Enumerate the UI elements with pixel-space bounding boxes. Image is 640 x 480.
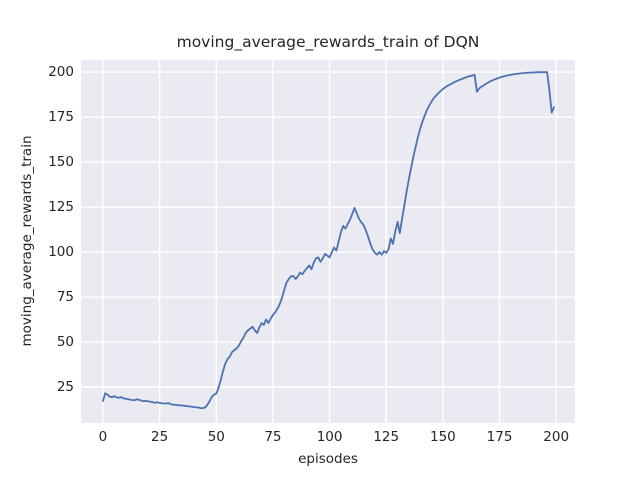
plot-area [81,60,575,423]
x-tick-label: 175 [486,429,513,445]
x-axis-label: episodes [298,451,358,467]
x-tick-label: 50 [207,429,225,445]
x-tick-label: 125 [373,429,400,445]
y-tick-label: 200 [48,64,74,81]
dqn-series-line [102,71,555,410]
y-tick-label: 175 [48,109,74,126]
axes-background [81,60,575,423]
x-tick-label: 200 [543,429,570,445]
y-tick-label: 50 [56,334,74,350]
y-axis-label: moving_average_rewards_train [19,135,35,347]
chart-title: moving_average_rewards_train of DQN [176,33,480,51]
x-tick-label: 0 [98,429,108,445]
x-tick-label: 25 [151,429,169,445]
y-tick-label: 125 [48,199,74,216]
y-tick-label: 75 [56,289,74,306]
y-tick-label: 150 [48,154,74,171]
y-tick-label: 25 [56,379,74,395]
x-tick-label: 150 [429,429,456,445]
x-tick-label: 100 [316,429,343,445]
y-tick-label: 100 [48,244,74,261]
x-tick-label: 75 [264,429,282,445]
gridlines [81,60,575,423]
line-chart-svg [81,60,575,423]
